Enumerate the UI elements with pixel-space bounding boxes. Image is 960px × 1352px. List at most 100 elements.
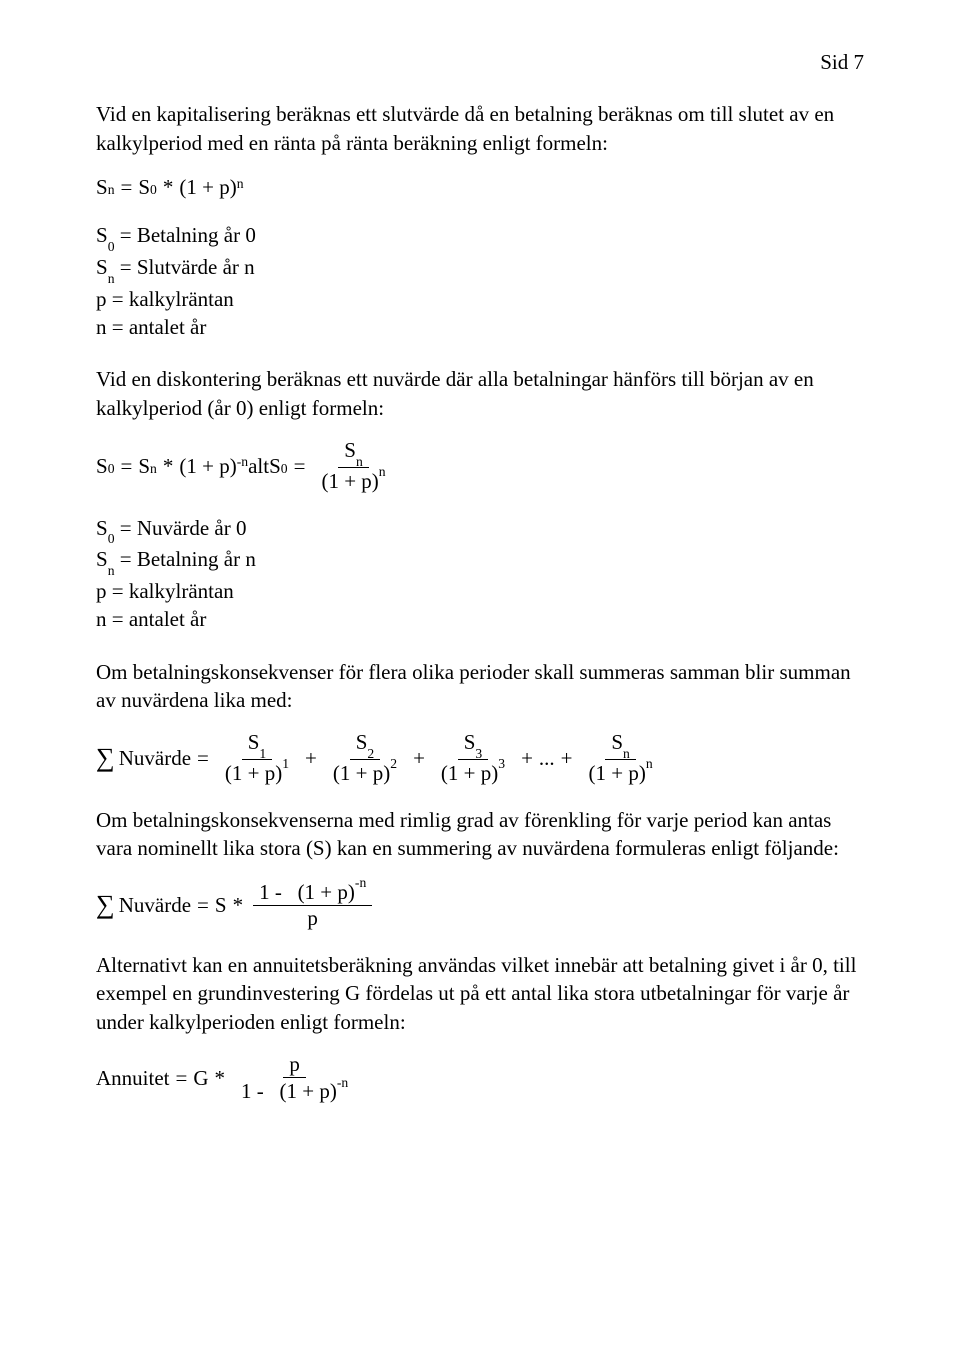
paragraph-5: Alternativt kan en annuitetsberäkning an…	[96, 951, 864, 1036]
def-sub: 0	[108, 239, 115, 254]
paragraph-1: Vid en kapitalisering beräknas ett slutv…	[96, 100, 864, 157]
oneplusp: (1 + p)	[321, 469, 378, 493]
sym-p: p	[289, 1052, 300, 1076]
sym-S: S	[356, 730, 368, 754]
sub-0: 0	[108, 460, 115, 478]
one-minus: 1 -	[241, 1079, 264, 1103]
sym-S: S	[138, 173, 150, 201]
eq: =	[197, 744, 209, 772]
paragraph-2: Vid en diskontering beräknas ett nuvärde…	[96, 365, 864, 422]
sym-S: S	[248, 730, 260, 754]
def-line: p = kalkylräntan	[96, 285, 864, 313]
eq: =	[176, 1064, 188, 1092]
fraction: S3 (1 + p)3	[435, 730, 511, 786]
fraction: S1 (1 + p)1	[219, 730, 295, 786]
sym-S: S	[611, 730, 623, 754]
def-sub: n	[108, 271, 115, 286]
fraction: p 1 - (1 + p)-n	[235, 1052, 354, 1104]
def-line: Sn = Betalning år n	[96, 545, 864, 577]
def-text: = Nuvärde år 0	[115, 516, 247, 540]
sym-S: S	[96, 452, 108, 480]
formula-capitalization: Sn = S0 * (1 + p)n	[96, 173, 864, 201]
dots: ...	[539, 744, 555, 772]
oneplusp: (1 + p)	[179, 173, 236, 201]
eq: =	[121, 173, 133, 201]
annuitet-label: Annuitet	[96, 1064, 170, 1092]
sym-S: S	[215, 891, 227, 919]
def-sym: S	[96, 255, 108, 279]
def-sub: 0	[108, 531, 115, 546]
sup-neg-n: -n	[355, 875, 366, 890]
sub-n: n	[150, 460, 157, 478]
oneplusp: (1 + p)	[441, 761, 498, 785]
def-sym: S	[96, 547, 108, 571]
def-sym: S	[96, 223, 108, 247]
sub-1: 1	[259, 746, 266, 761]
sup-1: 1	[282, 756, 289, 771]
paragraph-4: Om betalningskonsekvenserna med rimlig g…	[96, 806, 864, 863]
sup-2: 2	[390, 756, 397, 771]
fraction: Sn (1 + p)n	[315, 438, 391, 494]
sigma-icon: ∑	[96, 740, 115, 775]
sup-n: n	[379, 464, 386, 479]
sym-S: S	[138, 452, 150, 480]
def-text: = Betalning år n	[115, 547, 256, 571]
sub-0: 0	[281, 460, 288, 478]
nuvarde-label: Nuvärde	[119, 891, 191, 919]
definitions-1: S0 = Betalning år 0 Sn = Slutvärde år n …	[96, 221, 864, 341]
plus: +	[561, 744, 573, 772]
sub-2: 2	[367, 746, 374, 761]
def-line: S0 = Betalning år 0	[96, 221, 864, 253]
sub-n: n	[623, 746, 630, 761]
sup-n: n	[237, 175, 244, 193]
sub-0: 0	[150, 181, 157, 199]
page: Sid 7 Vid en kapitalisering beräknas ett…	[0, 0, 960, 1352]
def-text: = Betalning år 0	[115, 223, 256, 247]
times: *	[215, 1064, 226, 1092]
sup-neg-n: -n	[237, 453, 248, 471]
plus: +	[413, 744, 425, 772]
def-line: n = antalet år	[96, 313, 864, 341]
oneplusp: (1 + p)	[298, 880, 355, 904]
one-minus: 1 -	[259, 880, 282, 904]
sym-S: S	[344, 438, 356, 462]
nuvarde-label: Nuvärde	[119, 744, 191, 772]
sup-3: 3	[498, 756, 505, 771]
sup-n: n	[646, 756, 653, 771]
oneplusp: (1 + p)	[589, 761, 646, 785]
eq: =	[197, 891, 209, 919]
times: *	[233, 891, 244, 919]
def-line: Sn = Slutvärde år n	[96, 253, 864, 285]
plus: +	[521, 744, 533, 772]
definitions-2: S0 = Nuvärde år 0 Sn = Betalning år n p …	[96, 514, 864, 634]
sigma-icon: ∑	[96, 887, 115, 922]
sym-G: G	[193, 1064, 208, 1092]
formula-annuity: Annuitet = G * p 1 - (1 + p)-n	[96, 1052, 864, 1104]
def-line: S0 = Nuvärde år 0	[96, 514, 864, 546]
times: *	[163, 452, 174, 480]
alt-text: alt	[248, 452, 269, 480]
sub-n: n	[356, 454, 363, 469]
sym-p: p	[307, 906, 318, 930]
def-line: n = antalet år	[96, 605, 864, 633]
sup-neg-n: -n	[337, 1075, 348, 1090]
fraction: S2 (1 + p)2	[327, 730, 403, 786]
sym-S: S	[464, 730, 476, 754]
formula-sum-equal: ∑ Nuvärde = S * 1 - (1 + p)-n p	[96, 879, 864, 931]
oneplusp: (1 + p)	[280, 1079, 337, 1103]
eq: =	[294, 452, 306, 480]
sub-3: 3	[475, 746, 482, 761]
plus: +	[305, 744, 317, 772]
def-sub: n	[108, 563, 115, 578]
sub-n: n	[108, 181, 115, 199]
sym-S: S	[96, 173, 108, 201]
fraction: 1 - (1 + p)-n p	[253, 879, 372, 931]
def-line: p = kalkylräntan	[96, 577, 864, 605]
times: *	[163, 173, 174, 201]
formula-discounting: S0 = Sn * (1 + p)-n alt S0 = Sn (1 + p)n	[96, 438, 864, 494]
oneplusp: (1 + p)	[333, 761, 390, 785]
sym-S: S	[269, 452, 281, 480]
formula-sum-nuvarde: ∑ Nuvärde = S1 (1 + p)1 + S2 (1 + p)2 + …	[96, 730, 864, 786]
page-number: Sid 7	[96, 48, 864, 76]
paragraph-3: Om betalningskonsekvenser för flera olik…	[96, 658, 864, 715]
